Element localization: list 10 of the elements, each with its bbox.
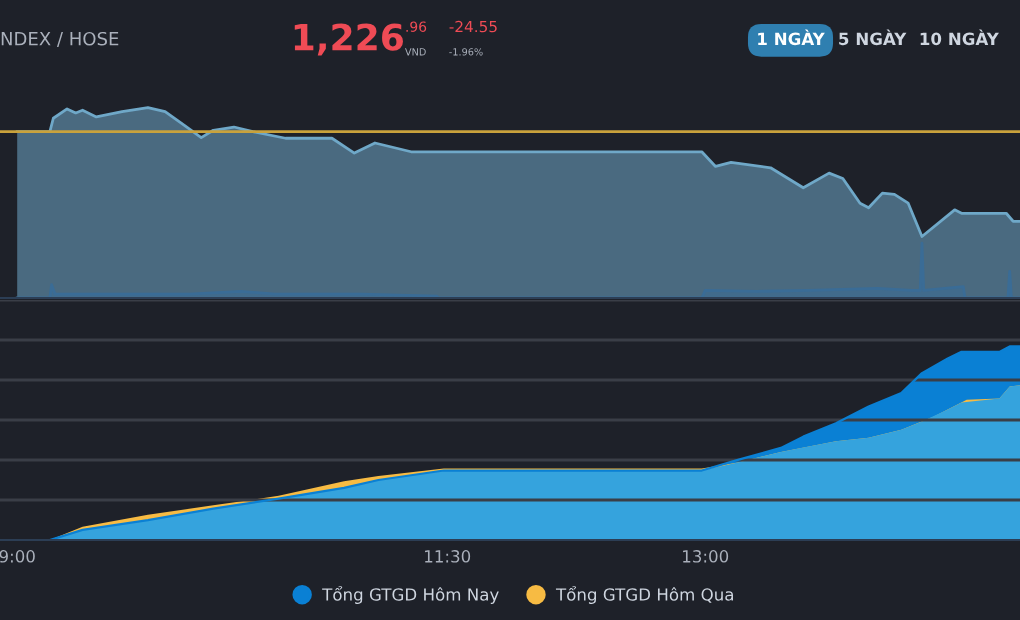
text: 1 NGÀY: [758, 29, 825, 46]
x-tick-label: 11:30: [425, 550, 471, 563]
legend-label: Tổng GTGD Hôm Qua: [555, 586, 733, 604]
x-tick-label: 9:00: [0, 550, 35, 563]
text: NDEX / HOSE: [1, 31, 119, 47]
legend-label: Tổng GTGD Hôm Nay: [322, 586, 499, 604]
text: 1,226: [294, 23, 403, 56]
x-tick-label: 13:00: [683, 550, 729, 563]
text: 10 NGÀY: [920, 29, 999, 46]
text: 5 NGÀY: [839, 29, 907, 46]
